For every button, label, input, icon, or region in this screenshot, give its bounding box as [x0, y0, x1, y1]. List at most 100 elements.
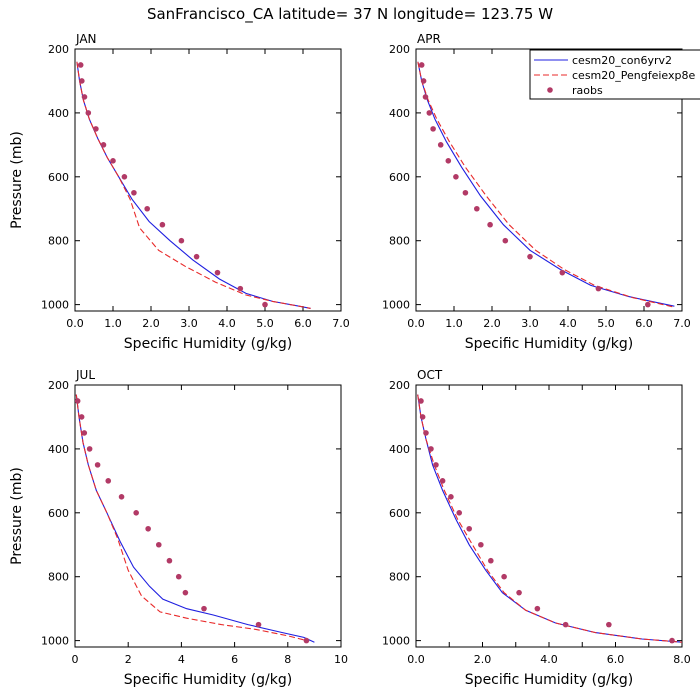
x-tick-label: 2.0 — [142, 317, 160, 330]
raobs-point — [418, 398, 424, 404]
x-tick-label: 6.0 — [607, 653, 625, 666]
raobs-point — [422, 94, 429, 100]
raobs-point — [466, 525, 473, 532]
raobs-point — [133, 510, 139, 516]
raobs-point — [433, 462, 439, 468]
raobs-point — [159, 221, 166, 228]
x-tick-label: 7.0 — [332, 317, 350, 330]
y-tick-label: 800 — [389, 235, 410, 248]
cesm20_con6yrv2-line — [417, 61, 675, 307]
y-tick-label: 600 — [48, 171, 69, 184]
x-tick-label: 8 — [284, 653, 291, 666]
raobs-point — [420, 78, 427, 84]
x-tick-label: 4.0 — [218, 317, 236, 330]
y-tick-label: 200 — [389, 379, 410, 392]
y-tick-label: 200 — [48, 379, 69, 392]
plot-frame — [74, 384, 342, 648]
raobs-point — [201, 605, 207, 612]
panel-title: APR — [417, 32, 441, 46]
legend-label: cesm20_con6yrv2 — [572, 54, 672, 67]
raobs-point — [86, 446, 93, 452]
y-tick-label: 1000 — [41, 299, 69, 312]
raobs-point — [94, 462, 101, 468]
x-axis-title: Specific Humidity (g/kg) — [124, 336, 292, 352]
raobs-point — [448, 494, 454, 500]
y-tick-label: 600 — [48, 507, 69, 520]
x-tick-label: 1.0 — [104, 317, 122, 330]
raobs-point — [77, 62, 84, 68]
cesm20_Pengfeiexp8e-line — [417, 61, 675, 308]
raobs-point — [193, 253, 200, 260]
y-tick-label: 200 — [48, 43, 69, 56]
x-tick-label: 0 — [72, 653, 79, 666]
y-tick-label: 1000 — [382, 299, 410, 312]
raobs-point — [669, 637, 675, 644]
y-tick-label: 400 — [48, 107, 69, 120]
y-tick-label: 400 — [48, 443, 69, 456]
x-tick-label: 3.0 — [521, 317, 539, 330]
raobs-point — [166, 557, 173, 564]
raobs-point — [595, 285, 602, 292]
raobs-point — [75, 398, 81, 404]
x-tick-label: 2 — [125, 653, 132, 666]
raobs-point — [131, 189, 137, 196]
raobs-point — [105, 478, 112, 484]
raobs-point — [516, 589, 522, 596]
raobs-point — [418, 62, 425, 68]
x-axis-title: Specific Humidity (g/kg) — [465, 672, 633, 688]
raobs-point — [79, 78, 85, 84]
raobs-point — [155, 541, 162, 548]
raobs-point — [78, 414, 85, 420]
panel-oct: 0.0 2.0 4.0 6.0 8.0 200 400 600 800 1000 OCT Specif… — [382, 368, 691, 688]
raobs-point — [81, 430, 88, 436]
plot-frame — [415, 48, 683, 312]
raobs-point — [175, 573, 182, 580]
y-tick-label: 800 — [389, 571, 410, 584]
raobs-point — [430, 126, 436, 132]
raobs-point — [534, 605, 541, 612]
panel-title: JUL — [75, 368, 95, 382]
y-tick-label: 400 — [389, 443, 410, 456]
y-tick-label: 200 — [389, 43, 410, 56]
x-tick-label: 0.0 — [407, 317, 425, 330]
raobs-point — [488, 557, 494, 564]
panel-jan: 0.0 1.0 2.0 3.0 4.0 5.0 6.0 7.0 200 400 600 800 1000… — [9, 32, 350, 352]
cesm20_Pengfeiexp8e-line — [75, 394, 310, 642]
x-axis-title: Specific Humidity (g/kg) — [465, 336, 633, 352]
raobs-point — [559, 269, 566, 276]
plot-area — [417, 61, 675, 308]
raobs-point — [462, 189, 469, 196]
raobs-point — [456, 510, 463, 516]
raobs-point — [85, 110, 92, 116]
panel-apr: 0.0 1.0 2.0 3.0 4.0 5.0 6.0 7.0 200 400 600 800 1000… — [382, 32, 691, 352]
raobs-point — [178, 237, 185, 244]
raobs-point — [501, 573, 507, 580]
raobs-point — [262, 301, 268, 308]
x-tick-label: 2.0 — [483, 317, 501, 330]
x-tick-label: 6 — [231, 653, 238, 666]
raobs-point — [478, 541, 484, 548]
y-tick-label: 1000 — [382, 635, 410, 648]
cesm20_con6yrv2-line — [76, 61, 311, 309]
raobs-point — [423, 430, 429, 436]
raobs-point — [453, 174, 459, 180]
x-tick-label: 3.0 — [180, 317, 198, 330]
x-tick-label: 6.0 — [635, 317, 653, 330]
legend-label: raobs — [572, 84, 603, 97]
raobs-point — [474, 205, 480, 212]
raobs-point — [100, 142, 107, 148]
raobs-point — [182, 589, 189, 596]
legend-swatch-raobs — [547, 87, 553, 93]
x-tick-label: 4 — [178, 653, 185, 666]
raobs-point — [426, 110, 433, 116]
raobs-point — [303, 637, 310, 644]
plot-frame — [74, 48, 342, 312]
x-tick-label: 2.0 — [474, 653, 492, 666]
raobs-point — [81, 94, 88, 100]
y-tick-label: 800 — [48, 235, 69, 248]
x-tick-label: 5.0 — [597, 317, 615, 330]
x-tick-label: 5.0 — [256, 317, 274, 330]
legend-label: cesm20_Pengfeiexp8e — [572, 69, 695, 82]
raobs-point — [145, 525, 151, 532]
